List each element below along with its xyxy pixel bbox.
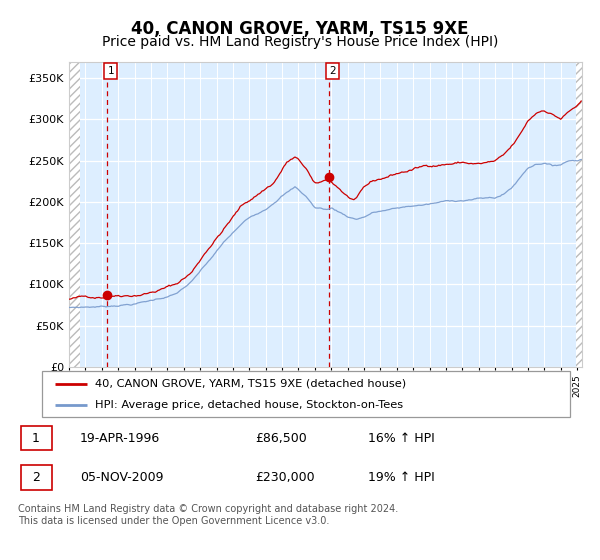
Text: Contains HM Land Registry data © Crown copyright and database right 2024.
This d: Contains HM Land Registry data © Crown c… — [18, 504, 398, 526]
Bar — [69, 62, 80, 367]
Text: 40, CANON GROVE, YARM, TS15 9XE: 40, CANON GROVE, YARM, TS15 9XE — [131, 20, 469, 38]
Text: 05-NOV-2009: 05-NOV-2009 — [80, 471, 164, 484]
FancyBboxPatch shape — [21, 426, 52, 450]
Text: 40, CANON GROVE, YARM, TS15 9XE (detached house): 40, CANON GROVE, YARM, TS15 9XE (detache… — [95, 379, 406, 389]
Text: 16% ↑ HPI: 16% ↑ HPI — [368, 432, 434, 445]
Text: 19-APR-1996: 19-APR-1996 — [80, 432, 160, 445]
Text: HPI: Average price, detached house, Stockton-on-Tees: HPI: Average price, detached house, Stoc… — [95, 400, 403, 410]
Text: 19% ↑ HPI: 19% ↑ HPI — [368, 471, 434, 484]
Bar — [576, 62, 584, 367]
Text: Price paid vs. HM Land Registry's House Price Index (HPI): Price paid vs. HM Land Registry's House … — [102, 35, 498, 49]
Text: 1: 1 — [32, 432, 40, 445]
Text: 2: 2 — [32, 471, 40, 484]
Text: £86,500: £86,500 — [255, 432, 307, 445]
Text: 2: 2 — [329, 66, 336, 76]
Text: £230,000: £230,000 — [255, 471, 314, 484]
FancyBboxPatch shape — [21, 465, 52, 489]
FancyBboxPatch shape — [42, 371, 570, 417]
Text: 1: 1 — [107, 66, 114, 76]
